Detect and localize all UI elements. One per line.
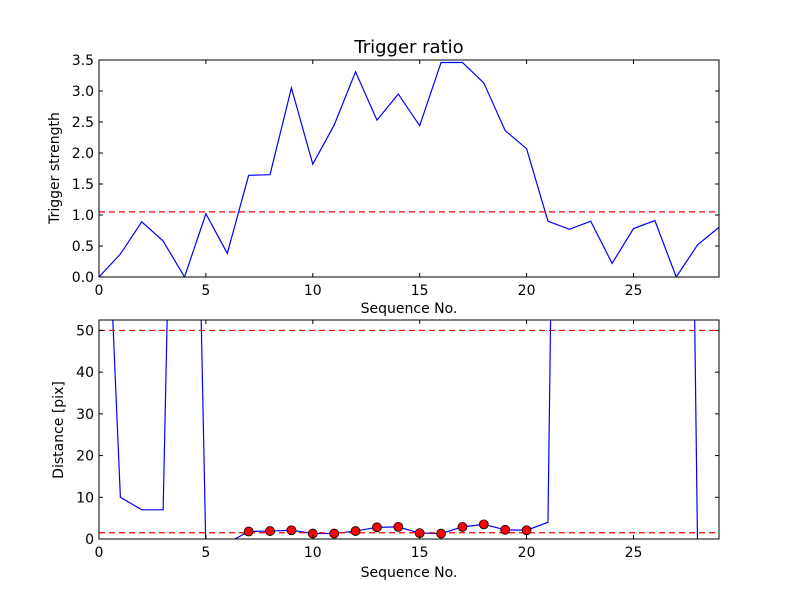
plot-area bbox=[99, 61, 719, 277]
data-point-marker bbox=[436, 528, 446, 539]
axis-ticks: 0 5 10 15 20 25 0.0 0.5 1.0 1.5 2.0 2.5 3.0 3.5 bbox=[72, 53, 719, 299]
x-tick-label: 15 bbox=[411, 283, 429, 299]
x-tick-label: 20 bbox=[518, 283, 536, 299]
y-tick-label: 0.0 bbox=[72, 270, 94, 286]
x-tick-label: 25 bbox=[625, 283, 643, 299]
series-line bbox=[99, 61, 719, 277]
x-tick-label: 15 bbox=[411, 545, 429, 561]
x-axis-label: Sequence No. bbox=[361, 301, 458, 317]
y-tick-label: 50 bbox=[76, 323, 94, 339]
y-tick-label: 2.0 bbox=[72, 146, 94, 162]
data-point-marker bbox=[350, 526, 361, 536]
axis-ticks: 0 5 10 15 20 25 0 10 20 30 40 50 bbox=[76, 320, 719, 561]
y-tick-label: 10 bbox=[76, 490, 94, 506]
x-tick-label: 0 bbox=[95, 283, 104, 299]
y-tick-label: 0.5 bbox=[72, 239, 94, 255]
data-point-marker bbox=[500, 524, 511, 535]
y-tick-label: 1.0 bbox=[72, 208, 94, 224]
y-tick-label: 3.0 bbox=[72, 84, 94, 100]
data-point-marker bbox=[286, 525, 297, 536]
y-tick-label: 1.5 bbox=[72, 177, 94, 193]
plot-area bbox=[99, 320, 719, 539]
y-tick-label: 2.5 bbox=[72, 115, 94, 131]
data-point-marker bbox=[329, 528, 340, 539]
data-point-marker bbox=[243, 526, 254, 537]
y-axis-label: Distance [pix] bbox=[51, 381, 67, 479]
x-tick-label: 10 bbox=[304, 283, 322, 299]
y-tick-label: 40 bbox=[76, 365, 94, 381]
x-tick-label: 5 bbox=[201, 545, 210, 561]
x-tick-label: 5 bbox=[201, 283, 210, 299]
data-point-marker bbox=[521, 525, 532, 536]
x-tick-label: 20 bbox=[518, 545, 536, 561]
y-axis-label: Trigger strength bbox=[47, 112, 63, 225]
data-point-marker bbox=[372, 522, 382, 533]
y-tick-label: 0 bbox=[85, 532, 94, 548]
data-point-marker bbox=[265, 526, 275, 536]
distance-chart: 0 5 10 15 20 25 0 10 20 30 40 50 Sequence No. Dista… bbox=[51, 319, 720, 581]
x-axis-label: Sequence No. bbox=[361, 565, 458, 581]
chart-title: Trigger ratio bbox=[353, 37, 463, 58]
data-point-marker bbox=[478, 519, 489, 530]
y-tick-label: 30 bbox=[76, 407, 94, 423]
series-line bbox=[112, 320, 699, 539]
axes-frame bbox=[98, 59, 720, 278]
y-tick-label: 3.5 bbox=[72, 53, 94, 69]
x-tick-label: 25 bbox=[625, 545, 643, 561]
x-tick-label: 0 bbox=[95, 545, 104, 561]
data-point-marker bbox=[457, 522, 468, 532]
trigger-ratio-chart: Trigger ratio 0 5 10 15 20 25 0.0 0.5 1.0 1.5 2.0 2… bbox=[47, 37, 720, 317]
axes-frame bbox=[98, 319, 720, 540]
x-tick-label: 10 bbox=[304, 545, 322, 561]
y-tick-label: 20 bbox=[76, 449, 94, 465]
data-point-marker bbox=[393, 522, 404, 532]
